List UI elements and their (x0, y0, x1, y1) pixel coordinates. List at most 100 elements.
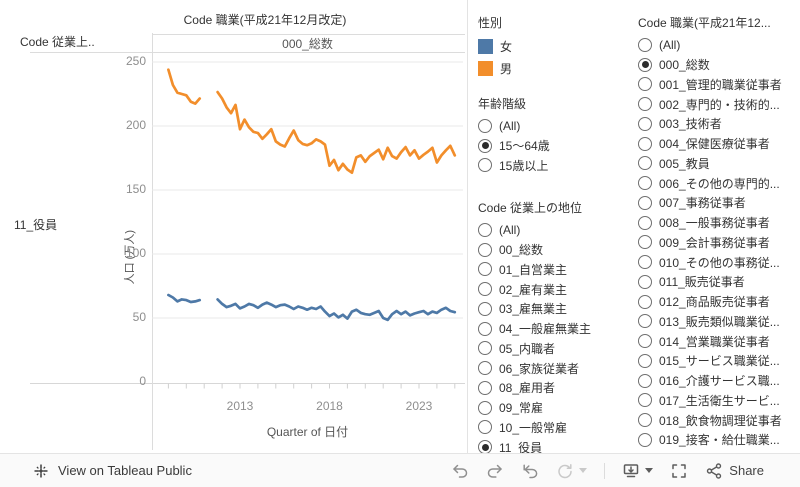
radio-icon (638, 176, 652, 191)
radio-icon (478, 262, 492, 277)
radio-option-label: 11_役員 (499, 440, 543, 453)
radio-option[interactable]: (All) (478, 116, 636, 136)
radio-option-label: 015_サービス職業従... (659, 354, 780, 369)
radio-option[interactable]: 013_販売類似職業従... (638, 312, 798, 332)
bottom-toolbar: View on Tableau Public (0, 453, 800, 487)
radio-option[interactable]: 00_総数 (478, 240, 636, 260)
radio-option[interactable]: 15〜64歳 (478, 136, 636, 156)
radio-icon (638, 37, 652, 52)
radio-option[interactable]: 009_会計事務従事者 (638, 233, 798, 253)
radio-option[interactable]: 016_介護サービス職... (638, 371, 798, 391)
x-axis-tick-label: 2013 (226, 399, 254, 413)
radio-option[interactable]: 06_家族従業者 (478, 358, 636, 378)
legend-item-label: 男 (500, 61, 513, 76)
y-axis-tick-label: 0 (139, 374, 146, 388)
radio-option[interactable]: 015_サービス職業従... (638, 351, 798, 371)
radio-option[interactable]: (All) (638, 35, 798, 55)
refresh-button[interactable] (556, 462, 588, 480)
radio-option[interactable]: 019_接客・給仕職業... (638, 430, 798, 450)
radio-option-label: 08_雇用者 (499, 381, 556, 396)
radio-icon (478, 242, 492, 257)
view-on-tableau-public-link[interactable]: View on Tableau Public (33, 463, 192, 479)
download-button[interactable] (622, 462, 654, 480)
radio-option[interactable]: 006_その他の専門的... (638, 173, 798, 193)
radio-option[interactable]: 04_一般雇無業主 (478, 319, 636, 339)
radio-option[interactable]: 018_飲食物調理従事者 (638, 410, 798, 430)
radio-option[interactable]: 11_役員 (478, 437, 636, 453)
row-field-label[interactable]: Code 従業上.. (20, 35, 95, 49)
radio-option-label: 006_その他の専門的... (659, 176, 780, 191)
radio-option[interactable]: 012_商品販売従事者 (638, 292, 798, 312)
radio-option[interactable]: 004_保健医療従事者 (638, 134, 798, 154)
redo-button[interactable] (486, 462, 504, 480)
radio-icon (638, 413, 652, 428)
panel-divider (467, 0, 468, 453)
radio-option[interactable]: 000_総数 (638, 55, 798, 75)
share-label: Share (729, 463, 764, 478)
radio-option-label: 018_飲食物調理従事者 (659, 413, 782, 428)
y-axis-tick-label: 200 (125, 118, 146, 132)
radio-option[interactable]: 007_事務従事者 (638, 193, 798, 213)
filter-occupation-code: Code 職業(平成21年12... (All) 000_総数 001_管理的職業従… (638, 14, 798, 450)
radio-option[interactable]: 014_営業職業従事者 (638, 331, 798, 351)
x-axis-tick-label: 2023 (405, 399, 433, 413)
radio-option[interactable]: 003_技術者 (638, 114, 798, 134)
radio-option[interactable]: 10_一般常雇 (478, 418, 636, 438)
radio-option[interactable]: 09_常雇 (478, 398, 636, 418)
download-icon (624, 463, 639, 477)
series-line-男[interactable] (167, 68, 457, 175)
radio-option-label: 06_家族従業者 (499, 361, 580, 376)
radio-option[interactable]: 15歳以上 (478, 156, 636, 176)
radio-option-label: 008_一般事務従事者 (659, 216, 770, 231)
radio-icon (478, 222, 492, 237)
legend-item[interactable]: 男 (478, 57, 512, 79)
radio-option[interactable]: 017_生活衛生サービ... (638, 391, 798, 411)
radio-option-label: 03_雇無業主 (499, 302, 568, 317)
y-axis-tick-label: 100 (125, 246, 146, 260)
revert-icon (523, 463, 538, 478)
radio-icon (638, 116, 652, 131)
radio-option[interactable]: (All) (478, 220, 636, 240)
radio-icon (638, 77, 652, 92)
radio-option-label: 005_教員 (659, 156, 710, 171)
radio-option[interactable]: 005_教員 (638, 154, 798, 174)
reset-button[interactable] (521, 462, 539, 480)
radio-option[interactable]: 03_雇無業主 (478, 299, 636, 319)
radio-option-label: 012_商品販売従事者 (659, 295, 770, 310)
radio-icon (638, 57, 652, 72)
y-axis-tick-label: 250 (125, 54, 146, 68)
radio-option[interactable]: 05_内職者 (478, 339, 636, 359)
radio-option[interactable]: 010_その他の事務従... (638, 252, 798, 272)
undo-button[interactable] (451, 462, 469, 480)
radio-icon (638, 136, 652, 151)
radio-icon (638, 235, 652, 250)
redo-icon (488, 464, 503, 478)
chart-title: Code 職業(平成21年12月改定) (183, 13, 347, 27)
radio-option[interactable]: 002_専門的・技術的... (638, 94, 798, 114)
radio-icon (638, 314, 652, 329)
radio-option[interactable]: 011_販売従事者 (638, 272, 798, 292)
radio-option[interactable]: 008_一般事務従事者 (638, 213, 798, 233)
radio-icon (638, 432, 652, 447)
fullscreen-button[interactable] (670, 462, 688, 480)
x-axis-domain-line (30, 383, 465, 384)
radio-option-label: 014_営業職業従事者 (659, 334, 770, 349)
legend-item[interactable]: 女 (478, 35, 512, 57)
toolbar-actions: Share (451, 462, 764, 480)
line-chart[interactable] (152, 53, 465, 398)
radio-option[interactable]: 02_雇有業主 (478, 279, 636, 299)
radio-icon (478, 420, 492, 435)
y-axis-divider (152, 33, 153, 450)
series-line-女[interactable] (167, 293, 457, 322)
radio-option[interactable]: 001_管理的職業従事者 (638, 75, 798, 95)
filter-title: Code 従業上の地位 (478, 201, 583, 215)
radio-icon (478, 400, 492, 415)
radio-option-label: 02_雇有業主 (499, 282, 568, 297)
share-button[interactable]: Share (705, 462, 764, 480)
radio-option[interactable]: 01_自営業主 (478, 260, 636, 280)
filter-employment-status: Code 従業上の地位 (All) 00_総数 01_自営業主 02_雇有業主 03_雇… (478, 199, 636, 453)
radio-option-label: (All) (659, 37, 681, 52)
refresh-caret-icon (579, 468, 588, 473)
radio-option[interactable]: 08_雇用者 (478, 378, 636, 398)
